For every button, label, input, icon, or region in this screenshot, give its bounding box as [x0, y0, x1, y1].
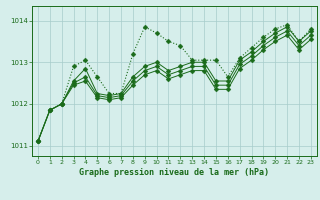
X-axis label: Graphe pression niveau de la mer (hPa): Graphe pression niveau de la mer (hPa) [79, 168, 269, 177]
